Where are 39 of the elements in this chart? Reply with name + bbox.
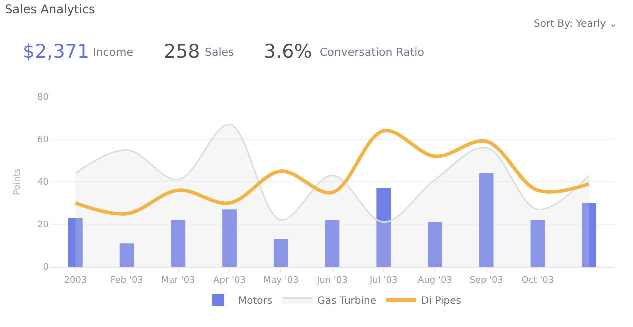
legend-label: Gas Turbine <box>318 296 377 308</box>
bar <box>68 218 83 267</box>
bar <box>376 188 392 267</box>
x-tick-label: Apr '03 <box>214 276 246 286</box>
text: Sales <box>205 46 235 59</box>
chart-title: Sales Analytics <box>5 2 96 16</box>
text: 258 <box>164 41 200 63</box>
legend-label: Di Pipes <box>422 296 462 308</box>
x-tick-label: Jun '03 <box>316 276 348 286</box>
y-tick-label: 0 <box>43 263 50 274</box>
x-tick-label: 2003 <box>64 276 88 286</box>
line-series <box>74 129 592 216</box>
y-axis-title: Points <box>12 168 23 196</box>
bar <box>479 174 494 267</box>
bar <box>530 220 546 267</box>
bar <box>222 210 237 267</box>
x-tick-label: Oct '03 <box>522 276 554 286</box>
y-tick-label: 40 <box>38 178 50 188</box>
x-tick-label: Feb '03 <box>110 276 144 286</box>
bar <box>274 239 288 267</box>
text: $2,371 <box>23 41 90 63</box>
text: Conversation Ratio <box>320 46 425 59</box>
text: Sort By: Yearly ⌄ <box>534 19 618 30</box>
bar <box>120 244 134 267</box>
y-tick-label: 60 <box>38 136 50 146</box>
x-tick-label: May '03 <box>263 276 299 286</box>
x-tick-label: Aug '03 <box>418 276 452 286</box>
bar <box>325 220 340 267</box>
bar <box>582 203 597 267</box>
legend-label: Motors <box>238 296 273 308</box>
text: 3.6% <box>264 41 312 63</box>
x-tick-label: Jul '03 <box>369 276 398 286</box>
y-tick-label: 80 <box>38 93 50 104</box>
text: Income <box>93 46 134 59</box>
bar <box>428 222 442 267</box>
x-tick-label: Mar '03 <box>162 276 196 286</box>
y-tick-label: 20 <box>38 220 50 231</box>
bar <box>171 220 186 267</box>
x-tick-label: Sep '03 <box>470 276 504 286</box>
